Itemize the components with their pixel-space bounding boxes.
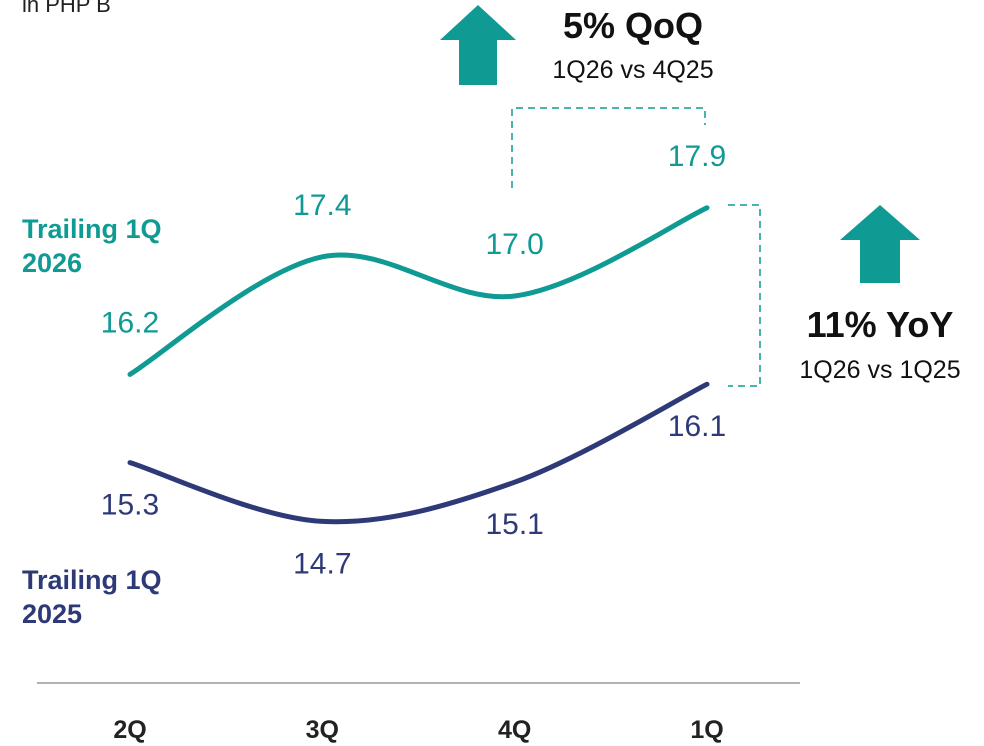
annotation: 1Q26 vs 4Q25 [552,56,713,84]
data-label: 15.1 [485,508,543,541]
annotation: 11% YoY [807,304,954,345]
data-label: 17.4 [293,189,351,222]
line [127,205,710,377]
x-tick-label: 1Q [690,716,723,744]
data-label: 16.1 [668,410,726,443]
legend-label: Trailing 1Q 2025 [22,565,162,629]
line [127,381,710,525]
x-tick-label: 4Q [498,716,531,744]
yoy-bracket [728,204,761,387]
data-label: 17.9 [668,140,726,173]
x-tick-label: 2Q [113,716,146,744]
legend-label: Trailing 1Q 2026 [22,214,162,278]
x-tick-label: 3Q [306,716,339,744]
arrow-up [440,5,516,85]
data-label: 15.3 [101,489,159,522]
data-label: 14.7 [293,547,351,580]
data-label: 16.2 [101,306,159,339]
qoq-bracket [511,107,706,188]
annotation: 5% QoQ [563,5,703,46]
data-label: 17.0 [485,228,543,261]
annotation: 1Q26 vs 1Q25 [799,356,960,384]
chart-title: in PHP B [22,0,111,17]
arrow-up [840,205,920,283]
